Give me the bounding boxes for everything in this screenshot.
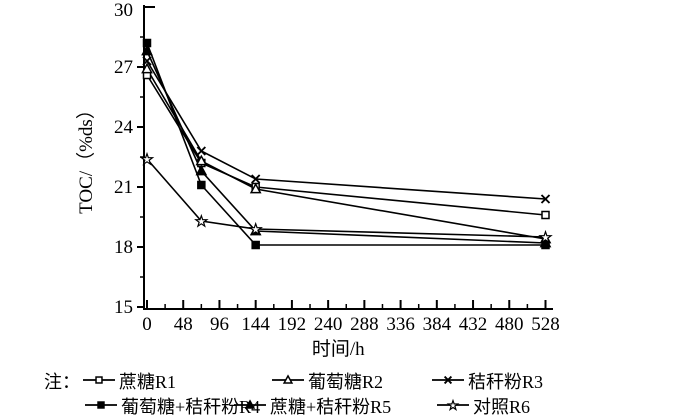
svg-text:24: 24 — [114, 117, 134, 138]
legend-label-r3: 秸秆粉R3 — [468, 372, 544, 392]
triangle-open-marker-icon — [272, 374, 304, 384]
svg-text:240: 240 — [314, 314, 343, 335]
legend-label-r4: 葡萄糖+秸秆粉R4 — [121, 397, 261, 417]
svg-text:18: 18 — [114, 237, 133, 258]
svg-text:21: 21 — [114, 177, 133, 198]
square-open-marker-icon — [83, 376, 115, 384]
svg-text:15: 15 — [114, 297, 133, 318]
series-markers-3 — [142, 56, 551, 204]
svg-text:0: 0 — [142, 314, 152, 335]
svg-text:30: 30 — [114, 0, 133, 21]
y-axis-ticks: 15 18 21 24 27 30 — [114, 0, 155, 318]
star-open-marker-icon — [437, 398, 469, 411]
series-markers-4 — [142, 38, 550, 250]
x-axis-ticks: 0 48 96 144 192 240 288 336 384 432 480 528 — [142, 300, 560, 335]
series-markers-5 — [141, 44, 552, 248]
legend-label-r1: 蔗糖R1 — [119, 372, 177, 392]
axes — [143, 5, 553, 310]
legend-item-r3: 秸秆粉R3 — [431, 368, 543, 394]
series-line-5 — [146, 50, 546, 244]
svg-text:96: 96 — [210, 314, 229, 335]
chart-legend: 注： 蔗糖R1 葡萄糖R2 秸秆粉R3 葡萄糖+秸秆粉R4 蔗糖+秸秆粉R5 对… — [0, 366, 700, 420]
square-filled-marker-icon — [85, 401, 117, 409]
x-axis-title: 时间/h — [312, 338, 365, 360]
series-line-4 — [146, 42, 546, 246]
x-marker-icon — [432, 375, 464, 385]
series-markers-6 — [139, 151, 553, 244]
svg-text:336: 336 — [386, 314, 415, 335]
svg-text:48: 48 — [174, 314, 193, 335]
svg-text:528: 528 — [531, 314, 560, 335]
triangle-filled-marker-icon — [234, 399, 266, 409]
y-axis-title: TOC/（%ds） — [75, 100, 97, 214]
legend-item-r5: 蔗糖+秸秆粉R5 — [233, 393, 391, 419]
legend-item-r4: 葡萄糖+秸秆粉R4 — [84, 393, 260, 419]
svg-text:144: 144 — [241, 314, 270, 335]
plot-area: 15 18 21 24 27 30 0 48 96 144 192 240 288 336 384 432 48… — [75, 0, 560, 360]
svg-text:432: 432 — [459, 314, 488, 335]
series-line-6 — [146, 158, 546, 238]
legend-note: 注： — [44, 372, 80, 392]
svg-text:192: 192 — [278, 314, 307, 335]
svg-text:384: 384 — [423, 314, 452, 335]
legend-item-r1: 蔗糖R1 — [82, 368, 176, 394]
legend-label-r2: 葡萄糖R2 — [308, 372, 384, 392]
series-line-1 — [146, 74, 546, 216]
svg-text:27: 27 — [114, 57, 133, 78]
series-line-3 — [146, 60, 546, 200]
svg-text:288: 288 — [350, 314, 379, 335]
legend-label-r6: 对照R6 — [473, 397, 531, 417]
legend-label-r5: 蔗糖+秸秆粉R5 — [270, 397, 392, 417]
svg-text:480: 480 — [495, 314, 524, 335]
legend-item-r6: 对照R6 — [436, 393, 530, 419]
legend-item-r2: 葡萄糖R2 — [271, 368, 383, 394]
